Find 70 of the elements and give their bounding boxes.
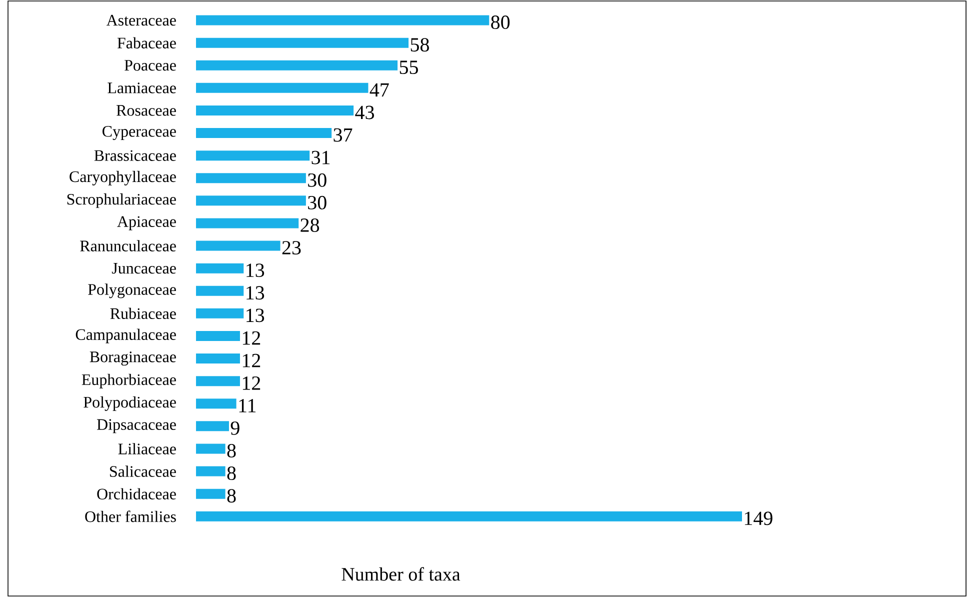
bar <box>196 15 490 26</box>
bar <box>196 105 354 116</box>
bar <box>196 466 226 476</box>
bar <box>196 511 742 522</box>
y-tick-label: Dipsacaceae <box>96 419 176 434</box>
y-tick-label: Brassicaceae <box>94 150 176 161</box>
y-tick-label: Rubiaceae <box>110 308 176 320</box>
data-label: 30 <box>308 173 326 187</box>
bar <box>196 263 244 274</box>
data-label: 80 <box>491 16 510 30</box>
y-tick-label: Asteraceae <box>106 14 176 26</box>
y-tick-label: Ranunculaceae <box>80 240 176 252</box>
data-label: 8 <box>227 489 236 503</box>
bar <box>196 330 240 341</box>
y-tick-label: Other families <box>85 510 176 522</box>
data-label: 30 <box>308 196 326 210</box>
data-label: 12 <box>242 354 260 368</box>
data-label: 12 <box>242 376 260 390</box>
data-label: 37 <box>334 128 352 142</box>
data-label: 23 <box>282 241 301 254</box>
bar <box>196 488 226 499</box>
bar <box>196 444 226 454</box>
data-label: 28 <box>300 218 320 232</box>
bar <box>196 421 229 432</box>
bar <box>196 240 280 251</box>
data-label: 31 <box>312 150 330 164</box>
data-label: 55 <box>400 60 418 74</box>
data-label: 8 <box>227 444 236 458</box>
data-label: 13 <box>246 308 264 322</box>
data-label: 47 <box>370 83 389 97</box>
y-tick-label: Campanulaceae <box>76 328 176 344</box>
y-tick-label: Caryophyllaceae <box>70 170 176 186</box>
y-tick-label: Polypodiaceae <box>84 396 176 411</box>
data-label: 13 <box>246 264 264 278</box>
bar <box>196 218 299 228</box>
y-tick-label: Liliaceae <box>118 443 176 454</box>
data-label: 13 <box>246 286 264 300</box>
y-tick-label: Juncaceae <box>112 263 176 274</box>
data-label: 9 <box>230 421 240 435</box>
x-axis-title: Number of taxa <box>342 567 460 581</box>
bar <box>196 398 236 409</box>
bar <box>196 82 368 93</box>
y-tick-label: Fabaceae <box>117 37 176 48</box>
bar <box>196 308 244 318</box>
y-tick-label: Euphorbiaceae <box>82 374 176 388</box>
y-tick-label: Salicaceae <box>110 466 176 477</box>
y-tick-label: Polygonaceae <box>88 284 176 298</box>
y-tick-label: Poaceae <box>124 60 176 71</box>
bar <box>196 128 332 138</box>
bar <box>196 376 240 386</box>
y-tick-label: Apiaceae <box>117 216 176 230</box>
data-label: 11 <box>239 399 256 412</box>
data-label: 12 <box>242 331 260 345</box>
y-tick-label: Boraginaceae <box>90 352 176 366</box>
y-tick-label: Cyperaceae <box>102 126 176 140</box>
data-label: 149 <box>744 512 772 526</box>
bar <box>196 38 409 48</box>
bar <box>196 150 310 161</box>
y-tick-label: Orchidaceae <box>97 488 176 500</box>
y-tick-label: Scrophulariaceae <box>67 193 176 208</box>
data-label: 58 <box>410 38 429 52</box>
y-tick-label: Lamiaceae <box>108 82 176 94</box>
bar <box>196 60 398 70</box>
bar <box>196 196 306 206</box>
bar <box>196 286 244 296</box>
bar <box>196 173 306 184</box>
data-label: 43 <box>355 106 374 120</box>
data-label: 8 <box>227 466 236 480</box>
bar <box>196 354 240 364</box>
y-tick-label: Rosaceae <box>116 105 176 116</box>
